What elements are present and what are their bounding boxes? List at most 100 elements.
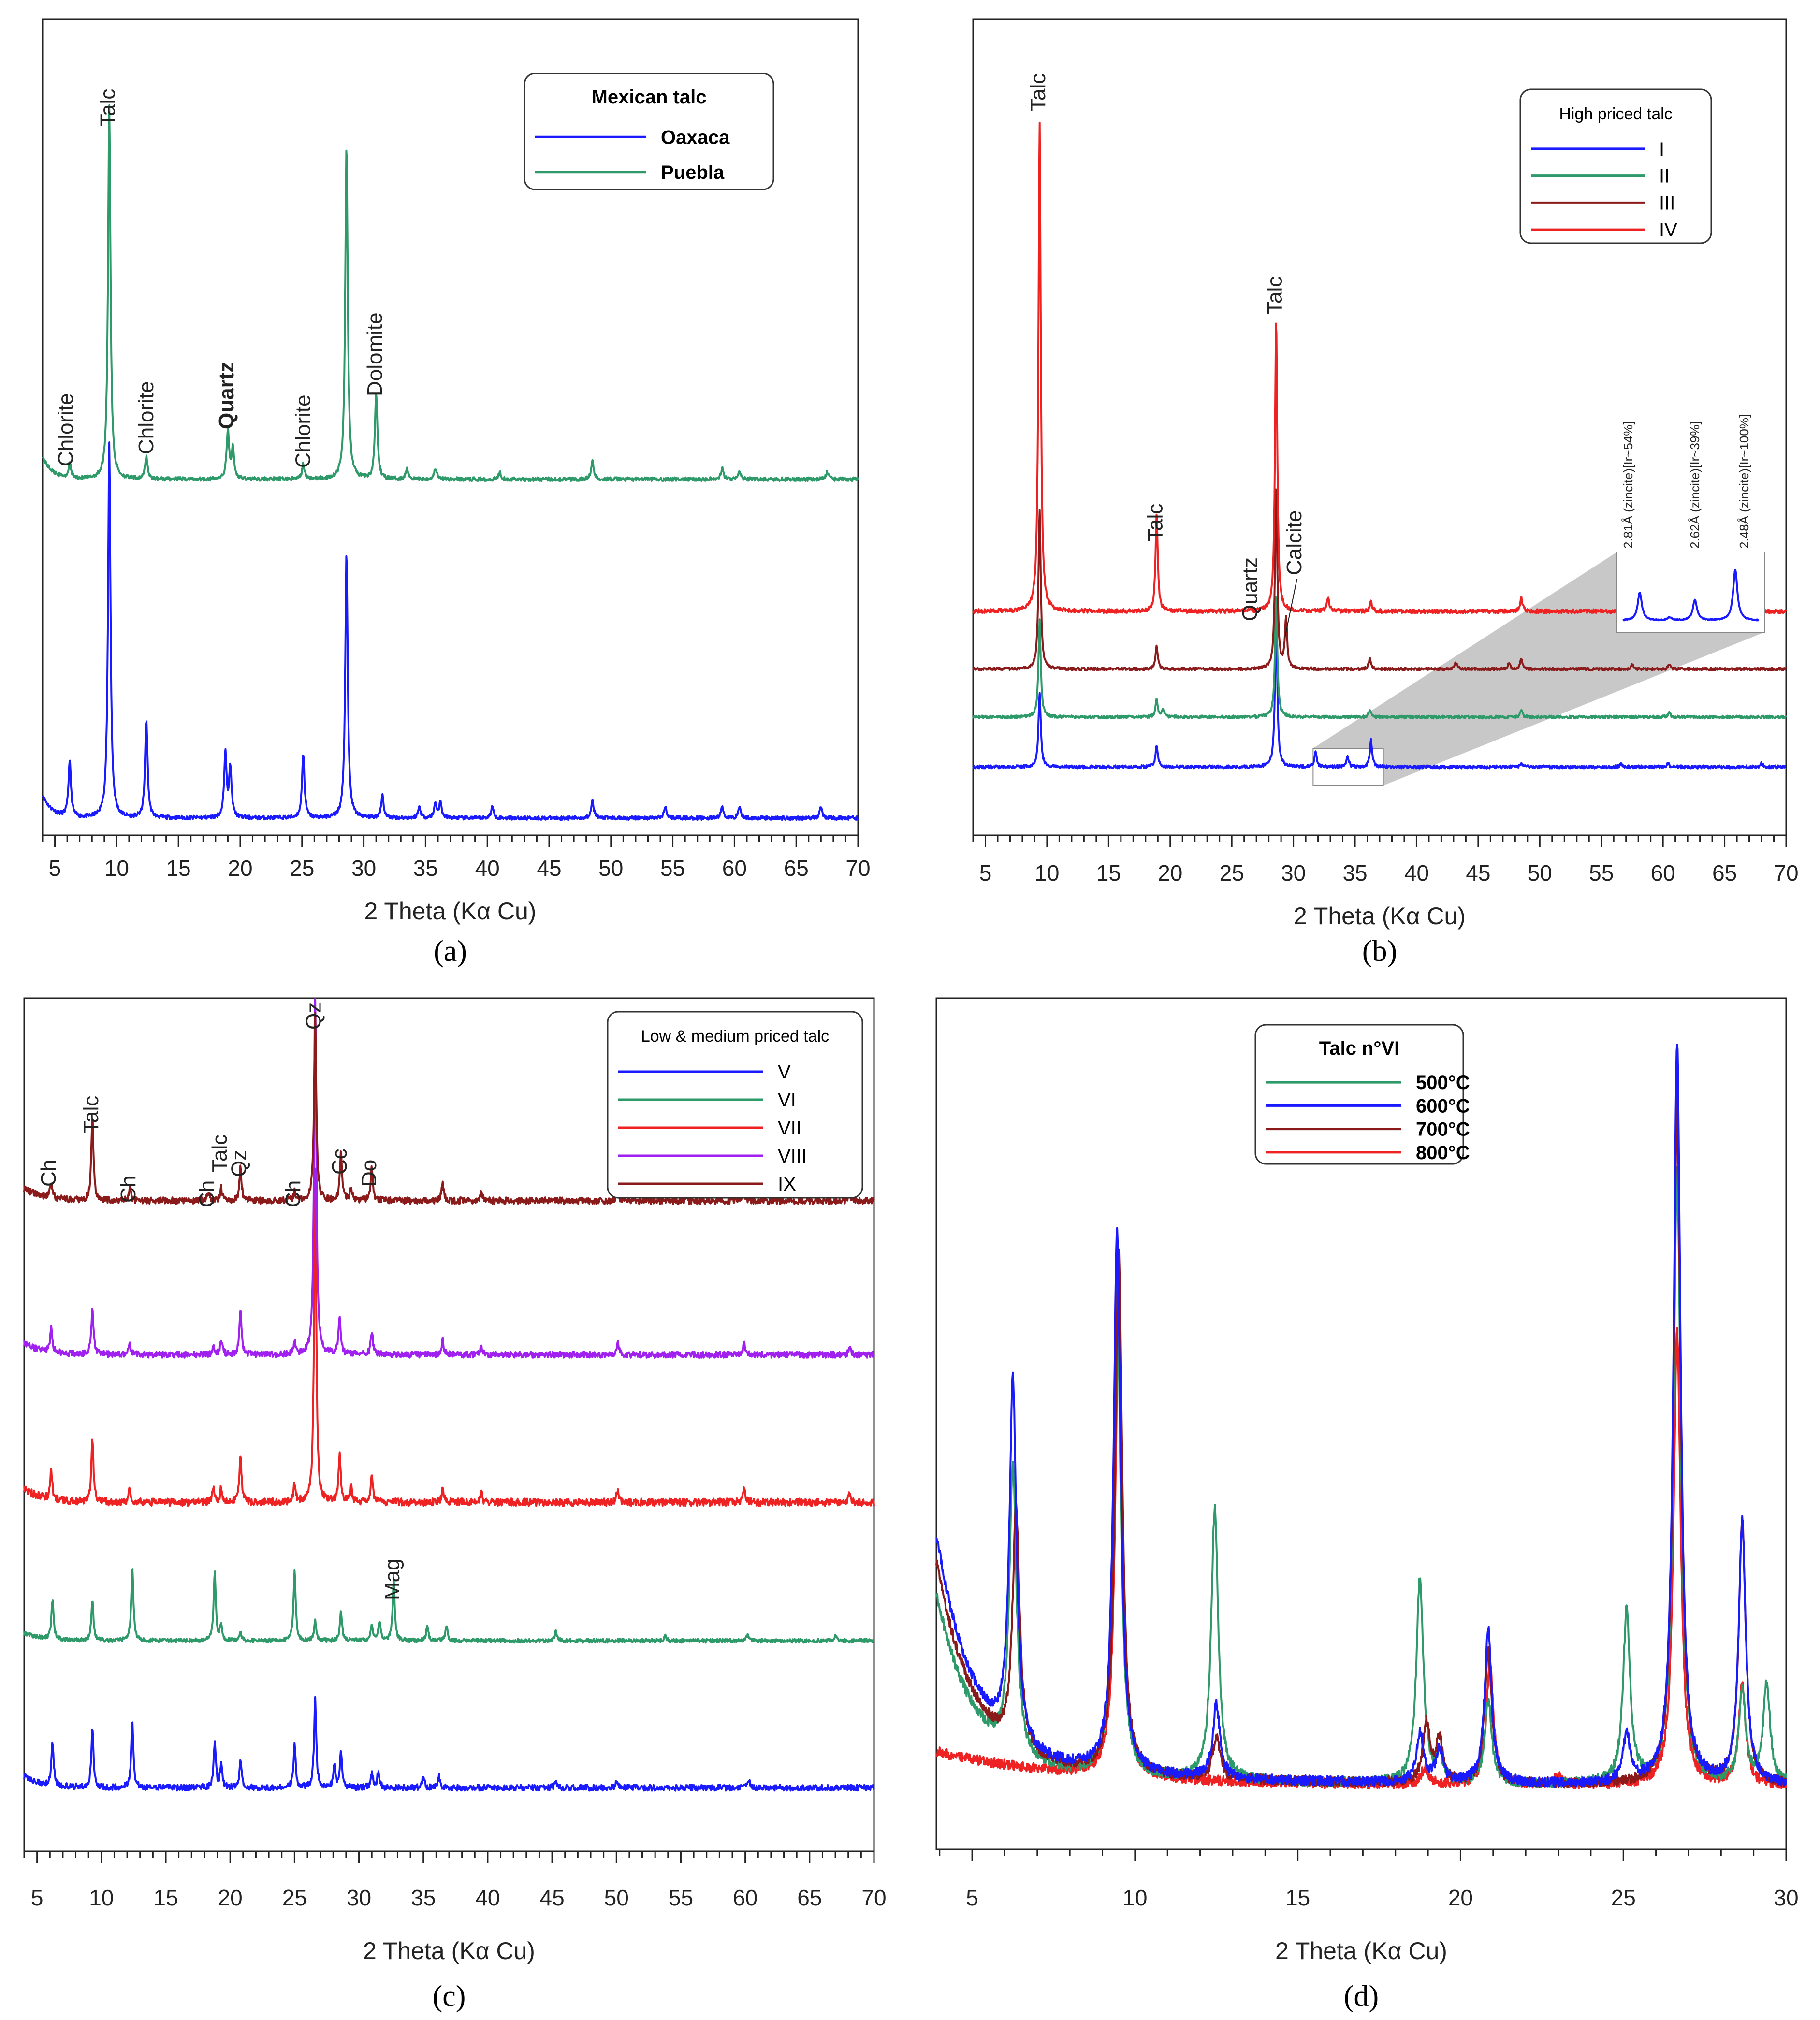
panel-a-x-tick-label: 50 <box>598 856 623 881</box>
panel-c-x-tick-label: 60 <box>733 1885 757 1910</box>
panel-a-x-tick-label: 25 <box>290 856 314 881</box>
panel-c-annotation: Cc <box>328 1148 351 1175</box>
panel-c-legend-entry: VII <box>778 1118 801 1139</box>
panel-b-annotation: Calcite <box>1282 510 1306 576</box>
panel-c-series-v <box>23 1696 875 1792</box>
panel-b-annotation: Talc <box>1026 73 1050 111</box>
panel-a-x-tick-label: 40 <box>475 856 500 881</box>
panel-a-series-puebla <box>42 104 859 482</box>
panel-c-annotation: Ch <box>195 1180 219 1207</box>
panel-a-x-tick-label: 5 <box>49 856 61 881</box>
panel-d-x-tick-label: 25 <box>1611 1885 1636 1910</box>
panel-d-plot-frame <box>935 997 1787 1850</box>
panel-c-x-tick-label: 15 <box>153 1885 178 1910</box>
panel-d-legend-entry: 700°C <box>1416 1119 1470 1140</box>
panel-d-x-axis-title: 2 Theta (Kα Cu) <box>1275 1937 1447 1964</box>
panel-a-annotation: Talc <box>96 89 120 127</box>
panel-a-legend-box <box>524 73 774 190</box>
panel-c-x-axis-title: 2 Theta (Kα Cu) <box>363 1937 535 1964</box>
panel-a-x-tick-label: 20 <box>228 856 252 881</box>
panel-b-inset-label: 2.48Å (zincite)[Ir~100%] <box>1737 414 1751 549</box>
panel-b-x-tick-label: 10 <box>1034 860 1059 886</box>
panel-d-legend-entry: 800°C <box>1416 1142 1470 1163</box>
panel-b-series-ii <box>972 596 1787 720</box>
panel-c-x-tick-label: 50 <box>604 1885 629 1910</box>
panel-d-x-tick-label: 20 <box>1448 1885 1473 1910</box>
panel-c-legend-entry: VI <box>778 1090 796 1111</box>
panel-a-annotation: Dolomite <box>363 312 387 396</box>
panel-a-annotation: Chlorite <box>291 394 315 468</box>
panel-c-series-vii <box>23 1167 875 1507</box>
panel-c-series-ix <box>23 1012 875 1205</box>
panel-b-x-tick-label: 25 <box>1220 860 1244 886</box>
panel-b-x-tick-label: 65 <box>1712 860 1737 886</box>
panel-c-legend-box <box>607 1011 863 1199</box>
panel-b-x-axis-title: 2 Theta (Kα Cu) <box>1294 902 1466 930</box>
panel-c-x-tick-label: 35 <box>411 1885 436 1910</box>
panel-c-x-tick-label: 70 <box>861 1885 886 1910</box>
panel-b-series-iii <box>972 488 1787 671</box>
panel-b-x-tick-label: 35 <box>1342 860 1367 886</box>
panel-b-x-tick-label: 55 <box>1589 860 1614 886</box>
panel-c-x-tick-label: 65 <box>797 1885 822 1910</box>
panel-b-inset-label: 2.81Å (zincite)[Ir~54%] <box>1621 421 1635 549</box>
panel-b-panel-label: (b) <box>1362 935 1397 968</box>
panel-b-legend-entry: II <box>1659 166 1670 187</box>
panel-a-x-tick-label: 30 <box>351 856 376 881</box>
panel-c-x-tick-label: 55 <box>669 1885 693 1910</box>
panel-c-x-tick-label: 45 <box>540 1885 565 1910</box>
panel-b-x-tick-label: 15 <box>1096 860 1121 886</box>
panel-c-chart: 5 10 15 20 25 30 35 40 45 50 55 60 65 70 2 Theta (Kα C… <box>23 997 887 2013</box>
panel-a-x-tick-label: 55 <box>660 856 685 881</box>
panel-c-x-tick-label: 25 <box>282 1885 307 1910</box>
panel-a-legend-entry: Puebla <box>661 162 725 183</box>
panel-a-annotation: Chlorite <box>54 393 78 466</box>
panel-c-legend-entry: V <box>778 1061 791 1083</box>
panel-b-x-tick-label: 30 <box>1281 860 1306 886</box>
panel-d-legend-title: Talc n°VI <box>1319 1038 1399 1059</box>
panel-c-panel-label: (c) <box>433 1980 466 2013</box>
panel-d-x-tick-label: 5 <box>966 1885 978 1910</box>
panel-d-panel-label: (d) <box>1344 1980 1379 2013</box>
panel-c-x-tick-label: 30 <box>347 1885 371 1910</box>
panel-c-x-tick-label: 40 <box>475 1885 500 1910</box>
panel-d-x-tick-label: 15 <box>1285 1885 1310 1910</box>
panel-c-annotation: Qz <box>302 1003 326 1030</box>
panel-b-x-tick-label: 20 <box>1158 860 1182 886</box>
panel-b-annotation: Quartz <box>1238 557 1262 621</box>
panel-a-panel-label: (a) <box>434 935 467 968</box>
panel-c-annotation: Ch <box>281 1180 305 1207</box>
panel-a-x-tick-label: 15 <box>166 856 191 881</box>
panel-c-annotation: Talc <box>79 1096 103 1134</box>
panel-a-x-tick-label: 45 <box>537 856 561 881</box>
panel-b-legend-entry: III <box>1659 192 1675 214</box>
panel-c-series-vi <box>23 1568 874 1644</box>
panel-c-series-viii <box>23 998 875 1359</box>
panel-d-x-tick-label: 10 <box>1122 1885 1147 1910</box>
panel-b-chart: 5 10 15 20 25 30 35 40 45 50 55 60 65 70 2 Theta (Kα C… <box>972 18 1799 968</box>
panel-d-legend-entry: 600°C <box>1416 1095 1470 1117</box>
panel-c-legend-entry: IX <box>778 1174 796 1195</box>
panel-c-annotation: Talc <box>208 1134 232 1172</box>
panel-b-legend-entry: I <box>1659 139 1664 160</box>
panel-a-x-tick-label: 10 <box>104 856 129 881</box>
panel-b-inset-trace <box>1622 568 1760 622</box>
panel-c-x-tick-label: 10 <box>89 1885 114 1910</box>
panel-b-legend-entry: IV <box>1659 219 1677 241</box>
panel-b-x-tick-label: 60 <box>1651 860 1675 886</box>
panel-b-calcite-leader <box>1284 579 1297 639</box>
panel-b-legend-box <box>1519 88 1712 244</box>
panel-c-annotation: Ch <box>116 1176 140 1203</box>
panel-b-x-tick-label: 70 <box>1774 860 1798 886</box>
panel-a-legend-title: Mexican talc <box>592 87 707 108</box>
panel-a-x-tick-label: 70 <box>845 856 870 881</box>
panel-b-x-tick-label: 50 <box>1528 860 1552 886</box>
panel-a-annotation: Quartz <box>215 362 238 429</box>
panel-c-x-tick-label: 5 <box>31 1885 44 1910</box>
panel-d-series-600c <box>935 1044 1787 1788</box>
panel-b-annotation: Talc <box>1143 504 1167 541</box>
panel-c-annotation: Do <box>357 1160 381 1187</box>
panel-c-legend-title: Low & medium priced talc <box>641 1027 829 1046</box>
panel-b-annotation: Talc <box>1263 276 1287 314</box>
